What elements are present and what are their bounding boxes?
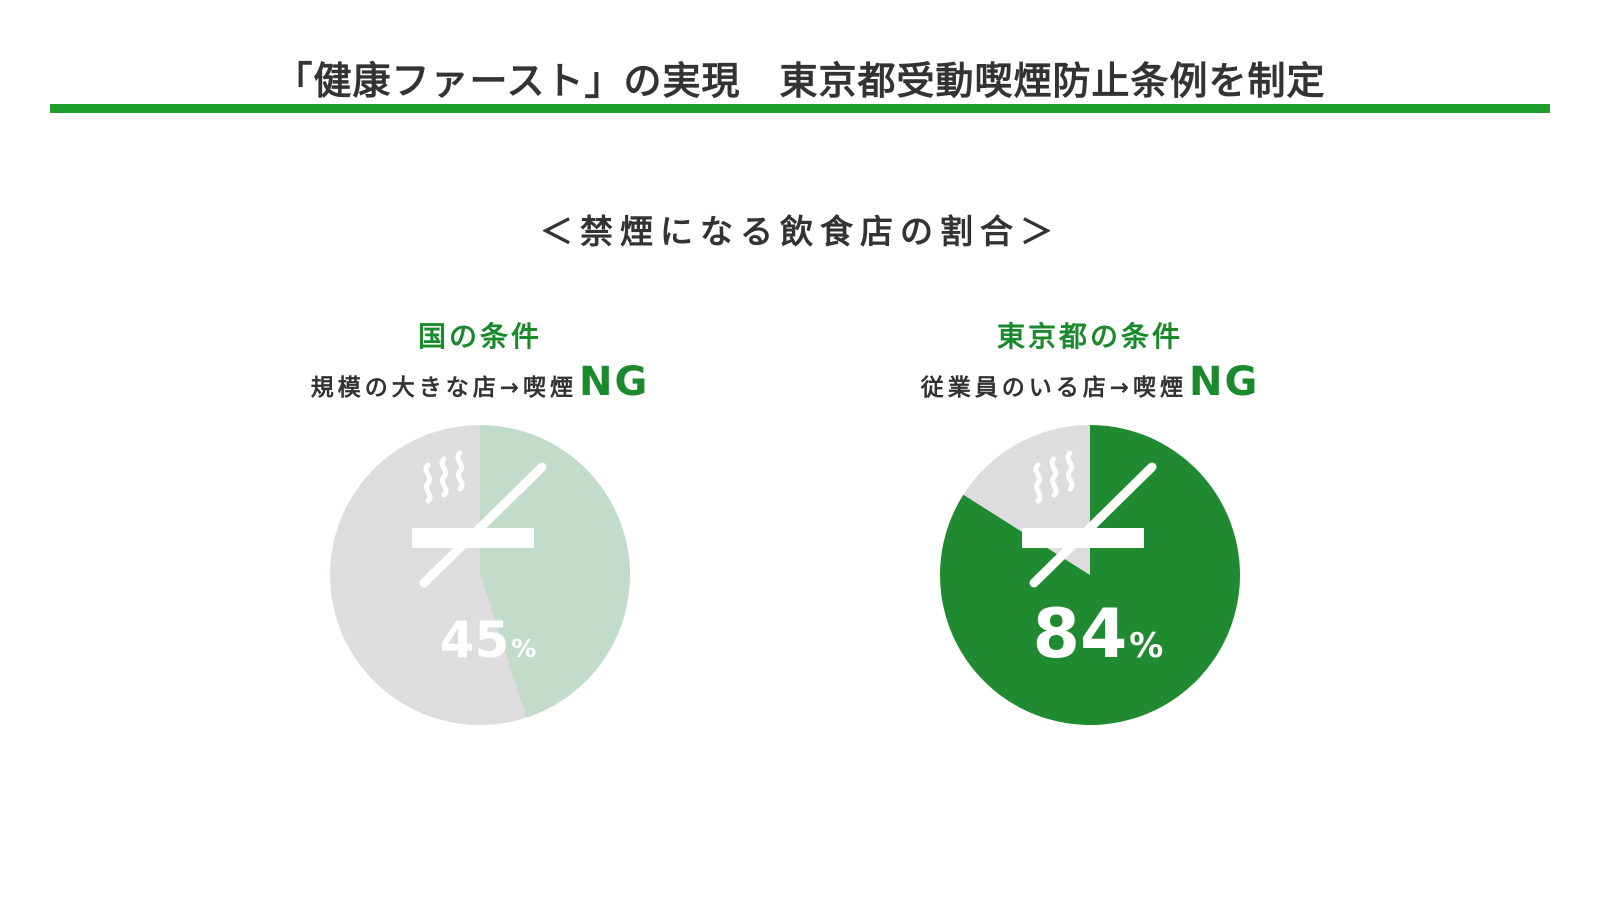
- pie-chart-tokyo: 84%: [940, 425, 1241, 725]
- condition-ng: NG: [1188, 359, 1260, 405]
- pie-chart-national: 45%: [330, 425, 631, 725]
- condition-text: 規模の大きな店→喫煙: [310, 375, 577, 401]
- condition-title: 国の条件: [417, 320, 542, 353]
- condition-ng: NG: [578, 359, 650, 405]
- pie-slice: [940, 425, 1241, 725]
- condition-rule: 従業員のいる店→喫煙NG: [860, 359, 1320, 405]
- percent-label: 84%: [1033, 595, 1164, 674]
- condition-title: 東京都の条件: [996, 320, 1183, 353]
- title-underline: [50, 104, 1550, 113]
- condition-rule: 規模の大きな店→喫煙NG: [250, 359, 710, 405]
- condition-text: 従業員のいる店→喫煙: [920, 375, 1187, 401]
- chart-heading: ＜禁煙になる飲食店の割合＞: [540, 212, 1060, 251]
- tokyo-condition-panel: 東京都の条件 従業員のいる店→喫煙NG 84%: [860, 315, 1320, 755]
- percent-label: 45%: [440, 611, 537, 669]
- national-condition-panel: 国の条件 規模の大きな店→喫煙NG 45%: [250, 315, 710, 755]
- no-smoking-icon: [1022, 450, 1157, 588]
- no-smoking-icon: [412, 450, 547, 588]
- pie-slice: [480, 425, 631, 718]
- slide-title: 「健康ファースト」の実現 東京都受動喫煙防止条例を制定: [274, 59, 1326, 103]
